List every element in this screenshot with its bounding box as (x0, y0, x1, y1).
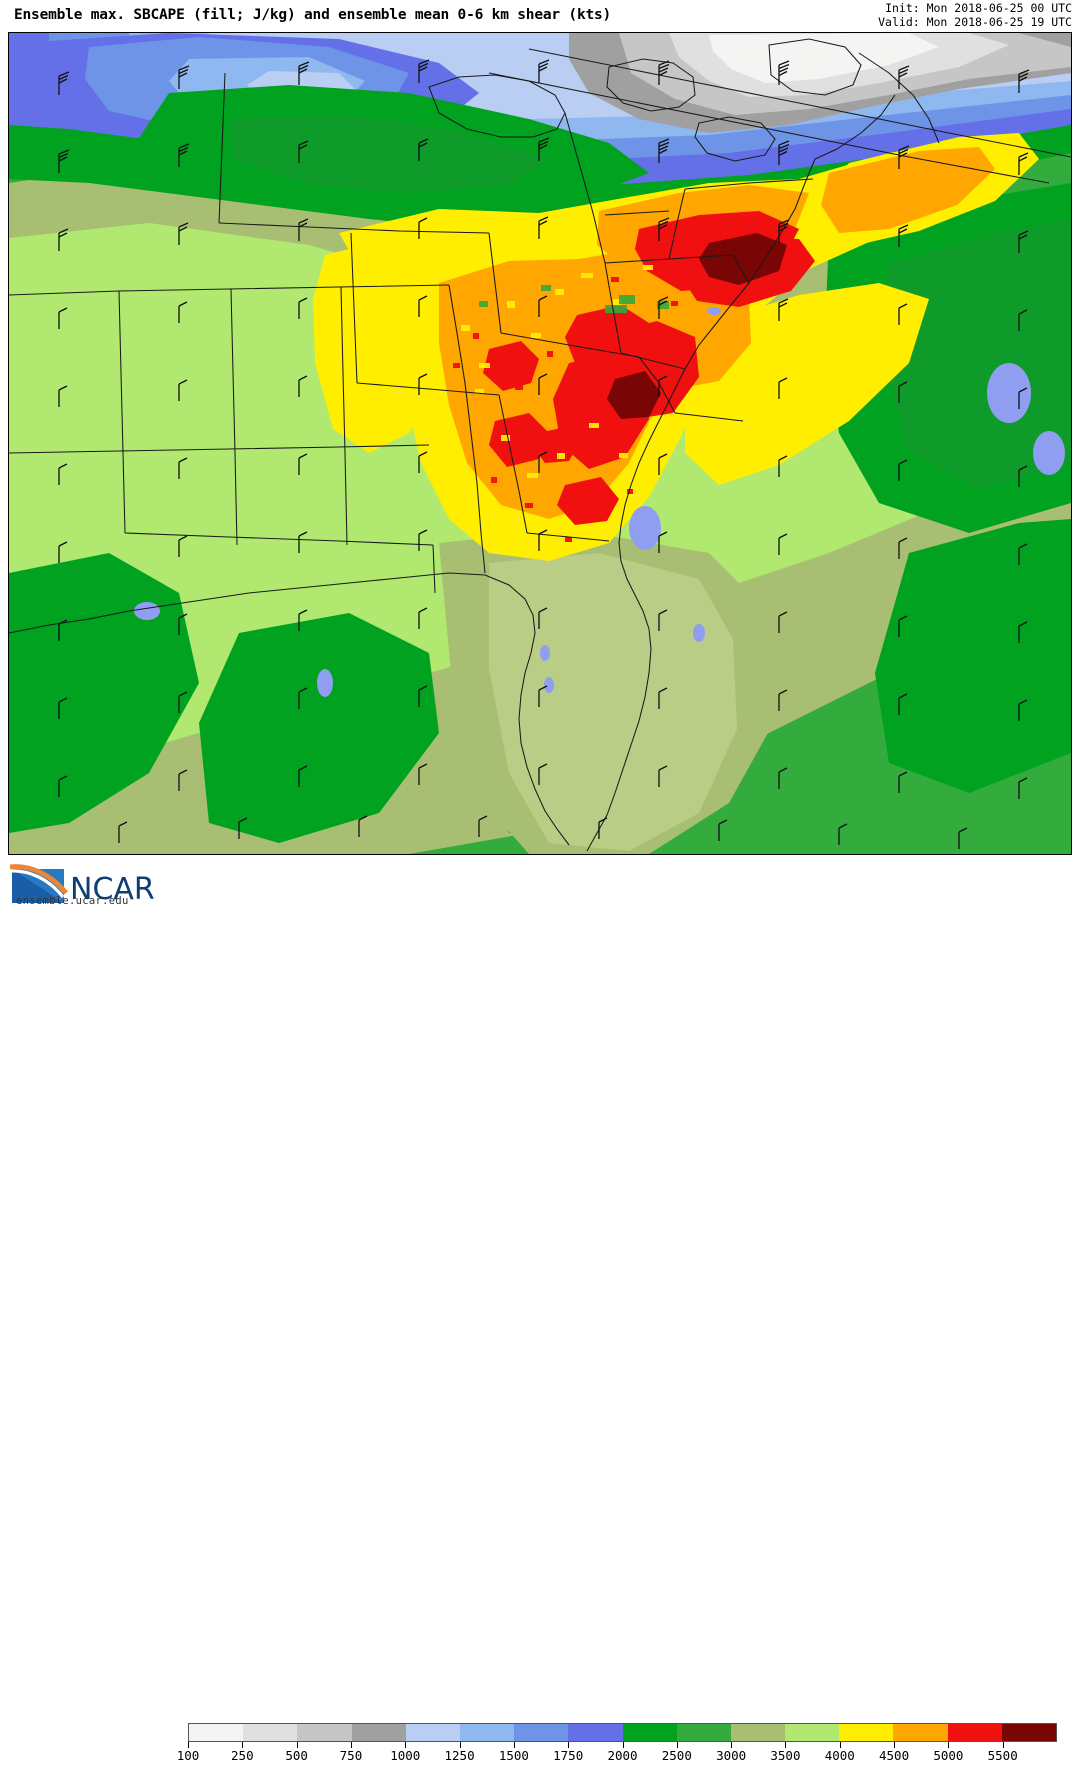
fill-atlantic-green3 (875, 519, 1071, 793)
colorbar-tick-label: 1000 (390, 1748, 421, 1763)
colorbar-tick-label: 3500 (770, 1748, 801, 1763)
fill-red-west1 (483, 341, 539, 391)
colorbar-tick-label: 100 (176, 1748, 200, 1763)
fill-speckle-green (479, 285, 669, 313)
colorbar-swatch (893, 1724, 948, 1741)
fill-gulf-green (9, 553, 199, 833)
page-title: Ensemble max. SBCAPE (fill; J/kg) and en… (14, 7, 612, 23)
colorbar-swatch (243, 1724, 298, 1741)
colorbar-ticks: 100 250 500 750 1000 1250 1500 1750 2000 2500 3000… (0, 1742, 1080, 1770)
colorbar-swatch (514, 1724, 569, 1741)
colorbar-swatch (1001, 1724, 1056, 1741)
map-canvas[interactable] (8, 32, 1072, 855)
water-bodies (134, 307, 1065, 697)
colorbar-swatch (459, 1724, 515, 1741)
header: Ensemble max. SBCAPE (fill; J/kg) and en… (0, 0, 1080, 32)
fill-100-250 (709, 33, 939, 83)
colorbar-swatch (405, 1724, 460, 1741)
colorbar-tick-label: 2500 (661, 1748, 692, 1763)
colorbar[interactable] (188, 1723, 1057, 1742)
colorbar-tick-label: 5500 (987, 1748, 1018, 1763)
cape-shear-plot (9, 33, 1071, 854)
geography-lines (9, 38, 1071, 852)
colorbar-tick-label: 1250 (444, 1748, 475, 1763)
fill-gulf-green2 (199, 613, 439, 843)
colorbar-swatch (568, 1724, 623, 1741)
colorbar-swatch (189, 1724, 244, 1741)
fill-red-west2 (489, 413, 549, 467)
fill-midwest-green2 (229, 115, 549, 193)
valid-time: Valid: Mon 2018-06-25 19 UTC (878, 14, 1072, 29)
colorbar-tick-label: 500 (285, 1748, 308, 1763)
fill-speckle (461, 265, 653, 478)
fill-5500plus-darkred1 (699, 233, 787, 285)
fill-atlantic-green2 (885, 219, 1071, 489)
colorbar-tick-label: 4500 (879, 1748, 910, 1763)
fill-red-small1 (533, 427, 579, 463)
colorbar-swatch (351, 1724, 406, 1741)
ncar-wordmark: NCAR (70, 872, 155, 907)
timestamp-block: Init: Mon 2018-06-25 00 UTC Valid: Mon 2… (878, 1, 1072, 29)
colorbar-tick-label: 1500 (498, 1748, 529, 1763)
colorbar-tick-label: 4000 (824, 1748, 855, 1763)
init-time: Init: Mon 2018-06-25 00 UTC (885, 1, 1072, 15)
colorbar-tick-label: 750 (339, 1748, 363, 1763)
colorbar-swatch (297, 1724, 352, 1741)
colorbar-swatch (730, 1724, 786, 1741)
colorbar-swatch (785, 1724, 840, 1741)
colorbar-swatch (839, 1724, 894, 1741)
ncar-logo[interactable]: NCAR (6, 859, 174, 911)
fill-yellow-west-lobe (313, 239, 447, 453)
fill-florida-khaki2 (489, 553, 737, 851)
colorbar-tick-label: 2000 (607, 1748, 638, 1763)
colorbar-swatch (947, 1724, 1002, 1741)
footer: NCAR ensemble.ucar.edu 100 250 500 750 1000 1… (0, 855, 1080, 1763)
fill-speckle-red (453, 255, 678, 542)
colorbar-tick-label: 1750 (553, 1748, 584, 1763)
colorbar-swatch (676, 1724, 731, 1741)
fill-orange-ne-arm (821, 147, 995, 233)
fill-red-south1 (557, 477, 619, 525)
colorbar-tick-label: 5000 (933, 1748, 964, 1763)
colorbar-tick-label: 250 (231, 1748, 254, 1763)
colorbar-swatch (622, 1724, 677, 1741)
fill-5500plus-darkred2 (607, 371, 661, 419)
colorbar-tick-label: 3000 (716, 1748, 747, 1763)
ncar-url[interactable]: ensemble.ucar.edu (16, 895, 129, 907)
